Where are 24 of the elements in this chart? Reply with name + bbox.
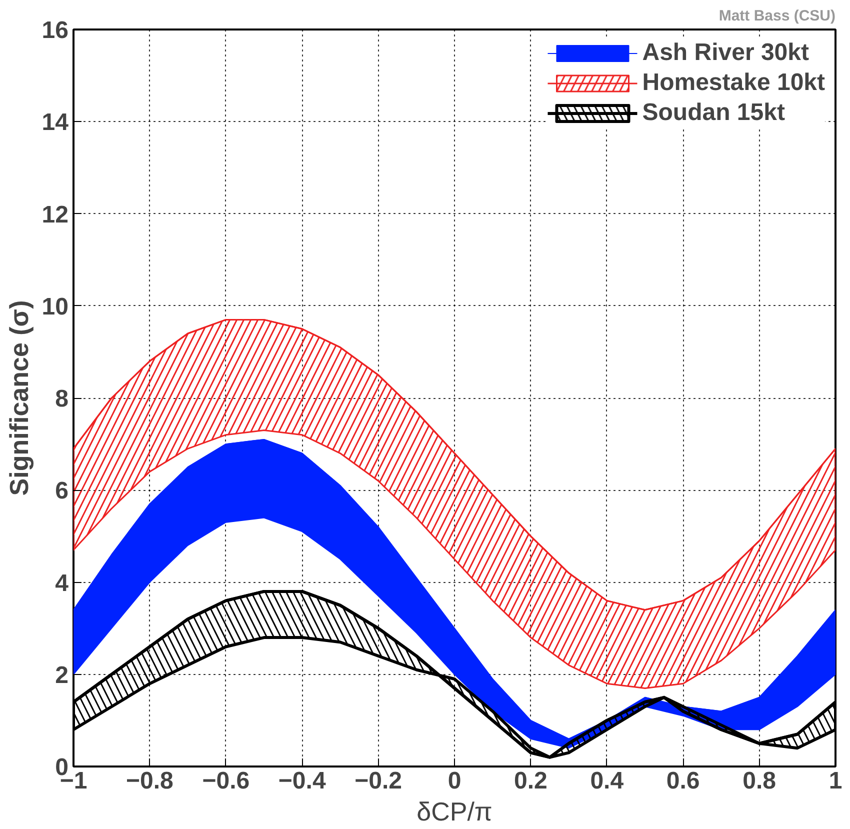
y-tick-label: 14 [42,109,70,136]
x-tick-label: 1 [828,768,842,794]
y-tick-label: 2 [55,662,69,689]
y-tick-label: 8 [55,386,69,412]
x-tick-label: 0.8 [742,768,776,794]
y-tick-label: 16 [42,17,69,44]
x-tick-label: −0.2 [354,768,402,794]
text: Matt Bass (CSU) [718,8,836,24]
y-axis-title: Significance (σ) [4,300,34,496]
x-tick-label: −0.6 [202,768,250,794]
legend-label: Ash River 30kt [642,39,809,67]
y-tick-label: 6 [55,478,69,505]
legend-label: Homestake 10kt [642,69,825,97]
x-tick-label: 0 [448,768,462,794]
x-axis-title: δCP/π [416,796,492,826]
y-tick-label: 12 [42,201,69,228]
x-tick-label: −0.8 [126,768,174,794]
legend-label: Soudan 15kt [642,99,785,127]
y-tick-label: 10 [42,293,69,320]
x-tick-label: 0.2 [514,768,548,794]
x-tick-label: 0.6 [666,768,700,794]
y-tick-label: 4 [55,570,70,597]
x-tick-label: 0.4 [590,768,624,794]
x-tick-label: −0.4 [278,768,326,794]
